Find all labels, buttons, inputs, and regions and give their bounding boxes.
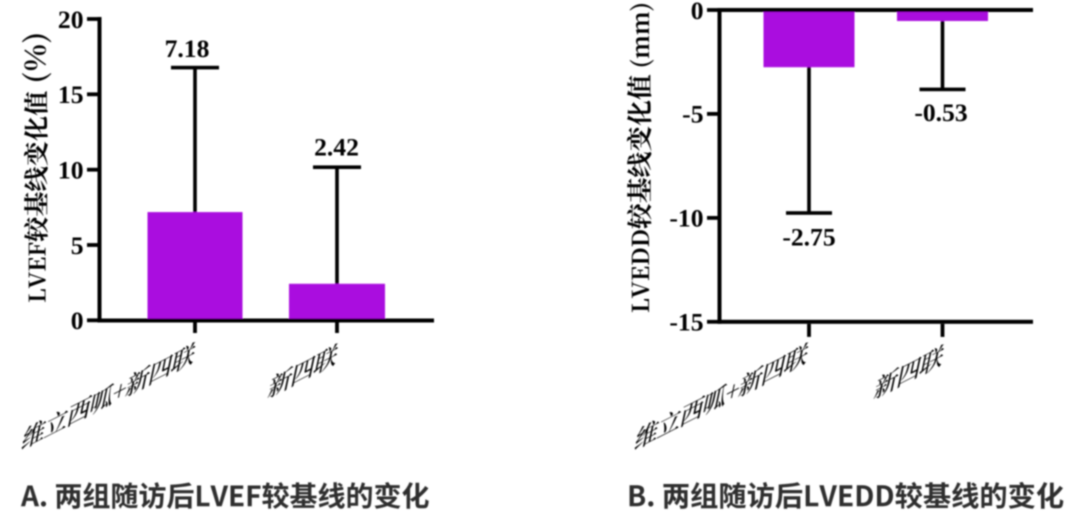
svg-text:20: 20 [58,5,84,34]
svg-text:-5: -5 [682,100,703,129]
svg-text:-15: -15 [669,308,703,337]
svg-text:10: 10 [58,156,84,185]
svg-text:-10: -10 [669,204,703,233]
svg-text:-0.53: -0.53 [914,98,967,127]
svg-text:5: 5 [71,231,84,260]
svg-text:7.18: 7.18 [165,34,210,63]
svg-text:2.42: 2.42 [314,133,359,162]
svg-text:0: 0 [691,0,704,25]
svg-text:15: 15 [58,80,84,109]
svg-text:-2.75: -2.75 [782,222,835,251]
svg-text:0: 0 [71,306,84,335]
